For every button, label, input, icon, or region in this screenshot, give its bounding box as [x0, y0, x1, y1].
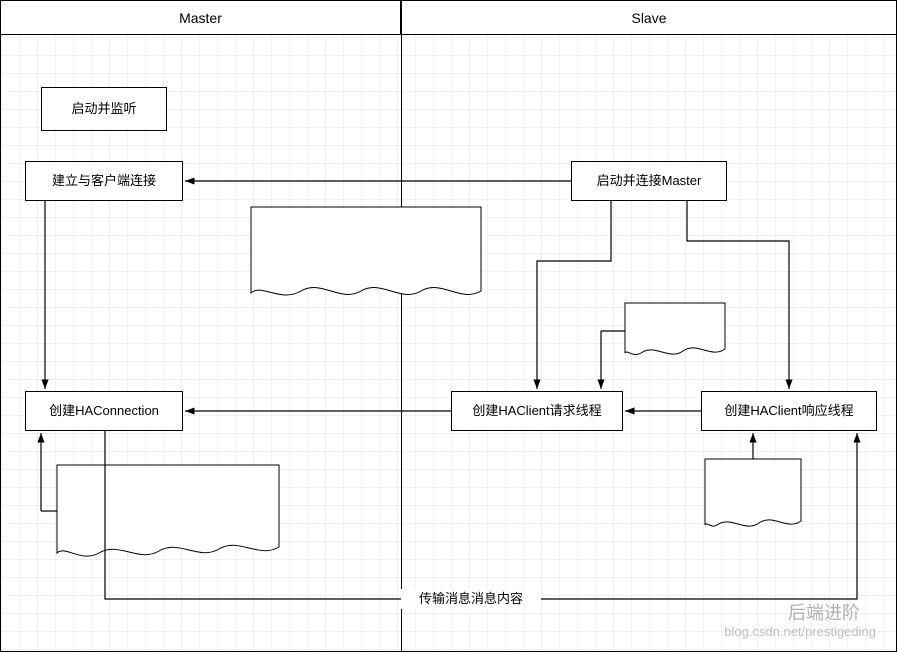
header-master-label: Master [179, 10, 222, 26]
note-update-offset: 更新待拉取偏移量 [631, 311, 719, 349]
header-master: Master [1, 1, 401, 34]
note-update-offset-text: 更新待拉取偏移量 [631, 313, 719, 346]
note-req-text: 获取commitlog文件最大物理偏移量maxPhyOffset，向Master… [257, 215, 473, 285]
note-store-text: 存储消息内容，并更新下一次 [711, 469, 786, 521]
header-slave: Slave [401, 1, 897, 34]
note-store: 存储消息内容，并更新下一次 [711, 467, 795, 523]
note-parse: 解析请求偏移量，从消息文件中检索该偏移量后的所有消息，并结合一批传输最大数据量，… [63, 471, 273, 527]
node-start-conn-master: 启动并连接Master [571, 161, 727, 201]
node-establish-conn: 建立与客户端连接 [25, 161, 183, 201]
node-start-listen-label: 启动并监听 [71, 100, 136, 118]
header-slave-label: Slave [631, 10, 666, 26]
node-create-req-thread-label: 创建HAClient请求线程 [472, 402, 601, 420]
diagram-container: Master Slave 启动并监听 建立与客户端连接 创建HAConnecti… [0, 0, 897, 652]
node-create-haconn: 创建HAConnection [25, 391, 183, 431]
node-start-conn-master-label: 启动并连接Master [597, 172, 702, 190]
watermark-blog: blog.csdn.net/prestigeding [724, 624, 876, 639]
swimlane-divider [401, 1, 402, 651]
edge-label-transfer: 传输消息消息内容 [419, 591, 523, 606]
note-req: 获取commitlog文件最大物理偏移量maxPhyOffset，向Master… [257, 213, 475, 288]
node-start-listen: 启动并监听 [41, 87, 167, 131]
note-parse-text: 解析请求偏移量，从消息文件中检索该偏移量后的所有消息，并结合一批传输最大数据量，… [63, 473, 273, 525]
node-establish-conn-label: 建立与客户端连接 [52, 172, 156, 190]
node-create-req-thread: 创建HAClient请求线程 [451, 391, 623, 431]
swimlane-header: Master Slave [1, 1, 896, 35]
node-create-haconn-label: 创建HAConnection [49, 402, 159, 420]
node-create-resp-thread-label: 创建HAClient响应线程 [724, 402, 853, 420]
node-create-resp-thread: 创建HAClient响应线程 [701, 391, 877, 431]
watermark-brand: 后端进阶 [788, 599, 860, 625]
